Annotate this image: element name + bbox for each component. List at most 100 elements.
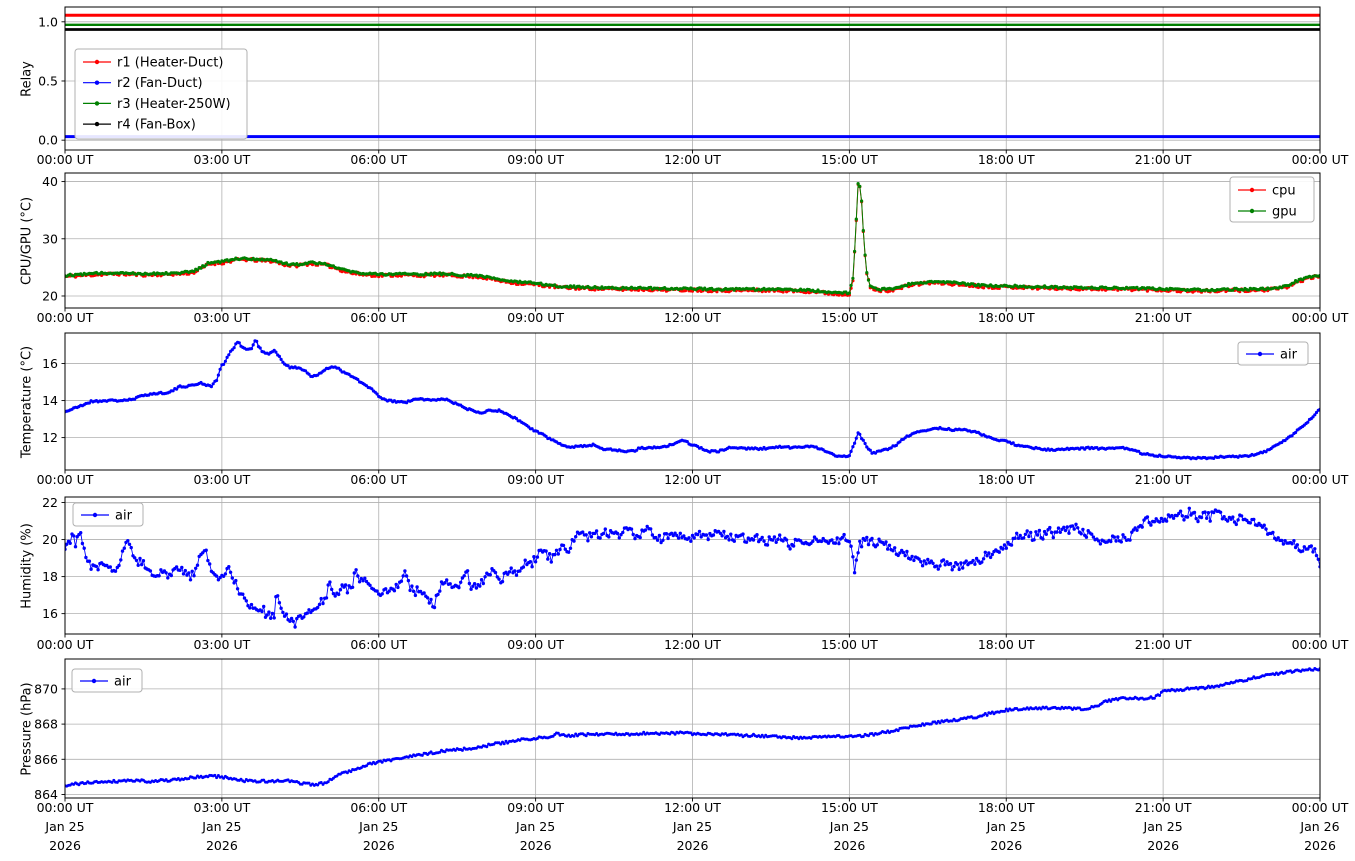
svg-text:2026: 2026 [677,838,709,853]
panel-0-ticks [61,21,1321,154]
svg-text:00:00 UT: 00:00 UT [37,800,94,815]
svg-text:2026: 2026 [363,838,395,853]
svg-text:09:00 UT: 09:00 UT [507,800,564,815]
svg-text:21:00 UT: 21:00 UT [1135,637,1192,652]
panel-4-ticks [61,688,1321,802]
series-air [65,506,1320,629]
panel-1-ytick-labels: 20 30 40 [42,174,58,303]
svg-text:00:00 UT: 00:00 UT [1292,800,1349,815]
svg-text:12:00 UT: 12:00 UT [664,637,721,652]
svg-text:00:00 UT: 00:00 UT [37,152,94,167]
svg-text:06:00 UT: 06:00 UT [350,472,407,487]
svg-text:30: 30 [42,231,58,246]
panel-0-series [65,13,1320,139]
svg-text:12:00 UT: 12:00 UT [664,472,721,487]
svg-text:12:00 UT: 12:00 UT [664,800,721,815]
svg-text:03:00 UT: 03:00 UT [193,472,250,487]
panel-1-series [65,182,1320,297]
panel-3-series [65,506,1320,629]
svg-text:Jan 25: Jan 25 [672,819,712,834]
svg-text:20: 20 [42,288,58,303]
panel-4-series [65,667,1320,788]
svg-text:866: 866 [34,752,58,767]
panel-4: 864 866 868 870 00:00 UT Jan 25 2026 03:00 UT Ja… [34,658,1349,853]
svg-text:Jan 25: Jan 25 [1143,819,1183,834]
svg-text:12: 12 [42,430,58,445]
svg-text:2026: 2026 [49,838,81,853]
svg-text:03:00 UT: 03:00 UT [193,800,250,815]
svg-text:18:00 UT: 18:00 UT [978,310,1035,325]
svg-text:r1 (Heater-Duct): r1 (Heater-Duct) [117,56,223,71]
legend-entry-cpu: cpu [1238,184,1296,199]
svg-text:16: 16 [42,606,58,621]
panel-3: 16 18 20 22 00:00 UT 03:00 UT 06:00 UT 09:00 UT… [37,495,1349,652]
panel-3-grid [64,497,1321,634]
panel-2-series [65,339,1320,461]
svg-text:2026: 2026 [1304,838,1336,853]
svg-text:cpu: cpu [1272,184,1296,199]
legend-entry-air: air [81,509,133,524]
svg-text:09:00 UT: 09:00 UT [507,310,564,325]
legend-entry-r4-fan-box-: r4 (Fan-Box) [83,118,196,133]
svg-text:00:00 UT: 00:00 UT [1292,152,1349,167]
panel-3-ytick-labels: 16 18 20 22 [42,495,58,621]
svg-text:00:00 UT: 00:00 UT [37,637,94,652]
svg-text:20: 20 [42,532,58,547]
svg-text:2026: 2026 [206,838,238,853]
svg-text:15:00 UT: 15:00 UT [821,472,878,487]
svg-text:00:00 UT: 00:00 UT [1292,637,1349,652]
panel-0-xtick-labels: 00:00 UT 03:00 UT 06:00 UT 09:00 UT 12:00 UT… [37,152,1349,167]
svg-text:18:00 UT: 18:00 UT [978,152,1035,167]
series-gpu [65,182,1320,296]
svg-text:15:00 UT: 15:00 UT [821,800,878,815]
svg-text:r4 (Fan-Box): r4 (Fan-Box) [117,118,196,133]
panel-2-xtick-labels: 00:00 UT 03:00 UT 06:00 UT 09:00 UT 12:00 UT… [37,472,1349,487]
svg-text:Jan 25: Jan 25 [44,819,84,834]
svg-text:864: 864 [34,787,58,802]
svg-text:r3 (Heater-250W): r3 (Heater-250W) [117,97,231,112]
panel-2-ytick-labels: 12 14 16 [42,356,58,445]
svg-text:Jan 25: Jan 25 [986,819,1026,834]
svg-text:air: air [1280,348,1298,363]
svg-text:2026: 2026 [990,838,1022,853]
bottom-xtick-labels: 00:00 UT Jan 25 2026 03:00 UT Jan 25 2026 06:0… [37,800,1349,853]
svg-text:15:00 UT: 15:00 UT [821,152,878,167]
panel-2: 12 14 16 00:00 UT 03:00 UT 06:00 UT 09:00 UT 12… [37,332,1349,487]
svg-text:14: 14 [42,393,58,408]
svg-text:0.5: 0.5 [38,73,58,88]
panel-4-ytick-labels: 864 866 868 870 [34,681,58,802]
panel-0-ytick-labels: 0.0 0.5 1.0 [38,14,58,147]
legend-entry-r3-heater-250w-: r3 (Heater-250W) [83,97,231,112]
svg-text:06:00 UT: 06:00 UT [350,800,407,815]
panel-1-xtick-labels: 00:00 UT 03:00 UT 06:00 UT 09:00 UT 12:00 UT… [37,310,1349,325]
series-air [65,339,1320,461]
svg-text:40: 40 [42,174,58,189]
svg-text:18:00 UT: 18:00 UT [978,800,1035,815]
panel-3-ticks [61,502,1321,638]
svg-text:03:00 UT: 03:00 UT [193,637,250,652]
svg-text:Jan 26: Jan 26 [1299,819,1339,834]
svg-text:0.0: 0.0 [38,133,58,148]
legend-entry-r1-heater-duct-: r1 (Heater-Duct) [83,56,223,71]
svg-text:Jan 25: Jan 25 [829,819,869,834]
panel-3-legend: air [72,502,144,527]
svg-text:06:00 UT: 06:00 UT [350,637,407,652]
svg-text:1.0: 1.0 [38,14,58,29]
svg-text:00:00 UT: 00:00 UT [1292,472,1349,487]
svg-text:868: 868 [34,717,58,732]
svg-text:12:00 UT: 12:00 UT [664,152,721,167]
panel-2-legend: air [1237,341,1309,366]
svg-text:Jan 25: Jan 25 [201,819,241,834]
svg-text:22: 22 [42,495,58,510]
svg-text:870: 870 [34,681,58,696]
svg-text:09:00 UT: 09:00 UT [507,472,564,487]
svg-text:gpu: gpu [1272,205,1297,220]
svg-text:18: 18 [42,569,58,584]
svg-text:15:00 UT: 15:00 UT [821,310,878,325]
panel-3-xtick-labels: 00:00 UT 03:00 UT 06:00 UT 09:00 UT 12:00 UT… [37,637,1349,652]
svg-text:15:00 UT: 15:00 UT [821,637,878,652]
svg-text:16: 16 [42,356,58,371]
svg-text:06:00 UT: 06:00 UT [350,310,407,325]
